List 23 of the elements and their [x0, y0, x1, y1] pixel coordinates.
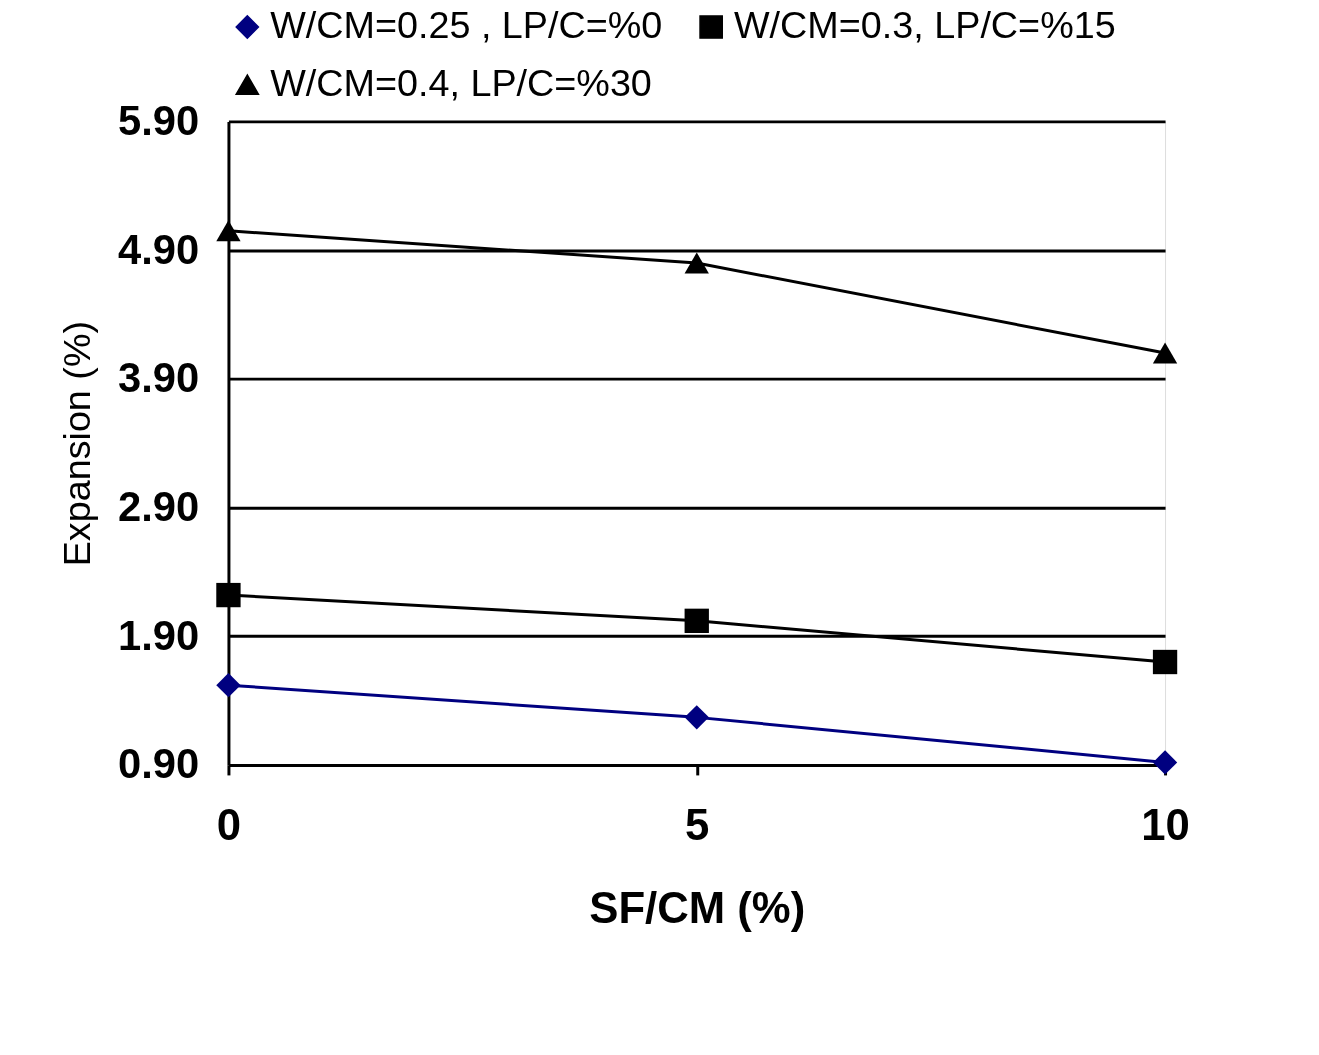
legend-label: W/CM=0.25 , LP/C=%0	[270, 3, 663, 46]
x-tick-label: 5	[685, 799, 710, 849]
y-tick-label: 2.90	[117, 482, 200, 530]
x-tick-label: 0	[216, 799, 242, 849]
point	[1152, 342, 1178, 364]
y-axis-title: Expansion (%)	[56, 320, 99, 567]
point	[216, 220, 241, 242]
point	[216, 582, 241, 608]
legend-label: W/CM=0.4, LP/C=%30	[270, 61, 652, 104]
point	[216, 673, 241, 698]
point	[1152, 649, 1178, 675]
x-tick-label: 10	[1141, 799, 1190, 849]
y-tick-label: 1.90	[117, 611, 200, 659]
y-tick-label: 0.90	[117, 740, 200, 788]
x-axis-title: SF/CM (%)	[589, 883, 806, 933]
y-tick-label: 4.90	[117, 225, 200, 273]
point	[684, 608, 709, 633]
legend-label: W/CM=0.3, LP/C=%15	[733, 3, 1116, 46]
point	[1152, 750, 1178, 775]
point	[684, 705, 709, 730]
point	[684, 252, 709, 274]
y-tick-label: 5.90	[117, 96, 200, 144]
y-tick-label: 3.90	[117, 354, 200, 402]
